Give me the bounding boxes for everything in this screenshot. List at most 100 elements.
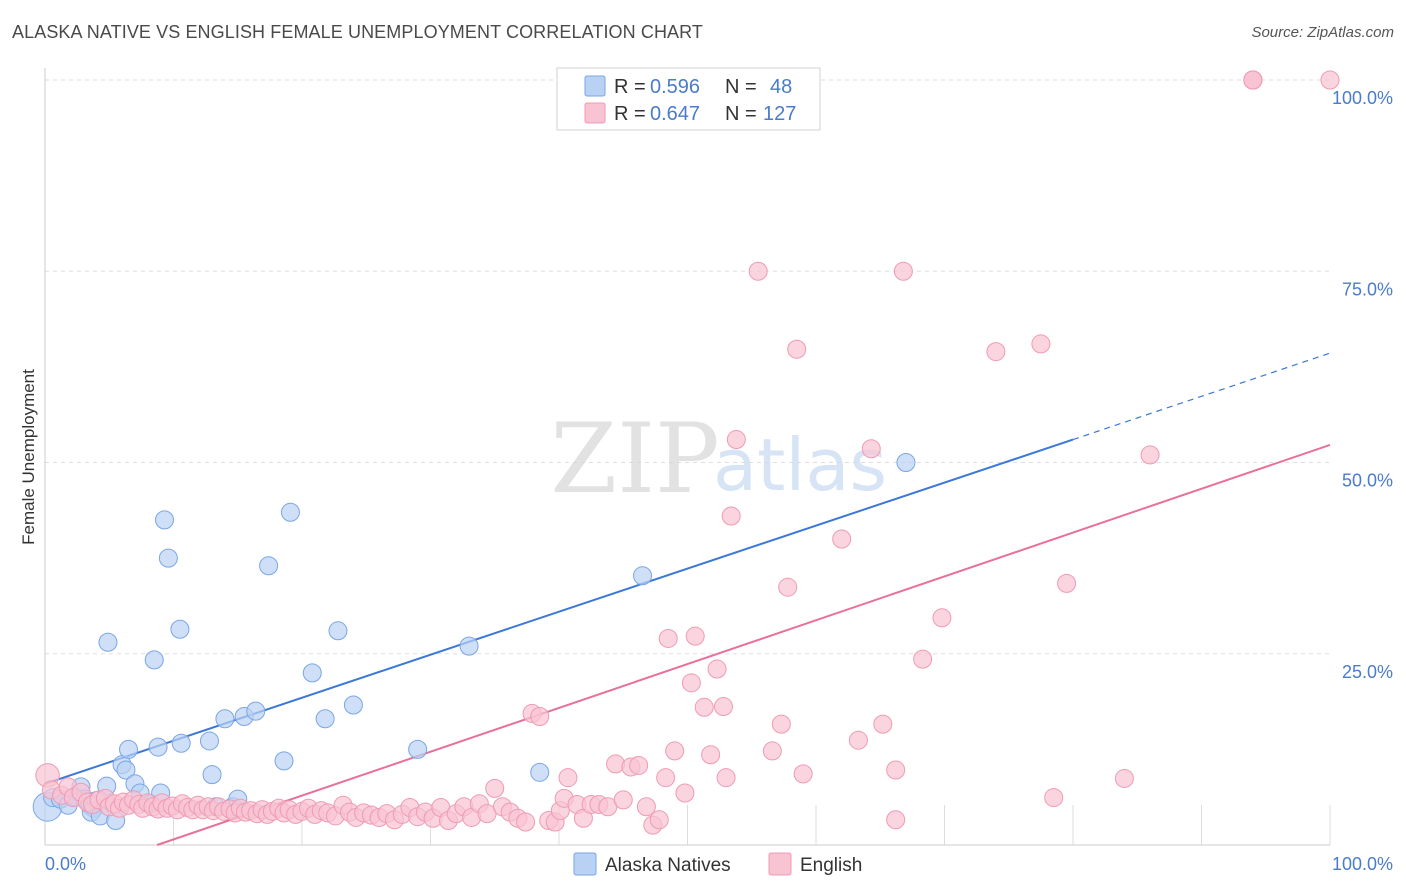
point-english [861, 439, 881, 459]
point-english [694, 697, 714, 717]
point-english [886, 810, 906, 830]
legend-n-label: N = [725, 103, 757, 125]
point-english [762, 741, 782, 761]
point-alaska-natives [155, 510, 175, 530]
point-english [716, 768, 736, 788]
point-alaska-natives [343, 695, 363, 715]
point-english [771, 714, 791, 734]
point-english [613, 790, 633, 810]
point-english [848, 730, 868, 750]
trend-line-alaska-natives [44, 438, 1074, 785]
point-alaska-natives [259, 556, 279, 576]
y-axis-label: Female Unemployment [19, 369, 38, 545]
legend-swatch-alaska-natives [584, 75, 606, 97]
point-english [558, 768, 578, 788]
trend-line-extension-alaska-natives [1072, 352, 1331, 441]
point-alaska-natives [459, 636, 479, 656]
point-alaska-natives [199, 731, 219, 751]
x-tick-label: 0.0% [45, 854, 86, 874]
point-english [778, 577, 798, 597]
point-english [675, 783, 695, 803]
point-alaska-natives [170, 619, 190, 639]
point-alaska-natives [144, 650, 164, 670]
point-alaska-natives [98, 632, 118, 652]
bottom-legend-label-english: English [800, 855, 862, 876]
point-english [1031, 334, 1051, 354]
point-alaska-natives [633, 566, 653, 586]
legend-r-label: R = [614, 103, 646, 125]
point-english [516, 812, 536, 832]
trend-line-english [156, 443, 1331, 846]
legend-r-value: 0.596 [650, 76, 700, 98]
point-english [713, 697, 733, 717]
point-alaska-natives [328, 621, 348, 641]
point-english [530, 706, 550, 726]
point-english [636, 797, 656, 817]
legend-r-value: 0.647 [650, 103, 700, 125]
point-english [1044, 788, 1064, 808]
legend-n-label: N = [725, 76, 757, 98]
point-alaska-natives [896, 453, 916, 472]
y-tick-label: 25.0% [1342, 662, 1393, 682]
point-english [1057, 573, 1077, 593]
point-alaska-natives [116, 760, 136, 780]
point-english [1320, 70, 1340, 90]
y-tick-label: 100.0% [1332, 88, 1393, 108]
point-alaska-natives [280, 502, 300, 522]
point-english [932, 608, 952, 628]
scatter-points [32, 70, 1340, 835]
point-alaska-natives [202, 765, 222, 785]
point-english [893, 261, 913, 281]
legend-r-label: R = [614, 76, 646, 98]
point-alaska-natives [274, 751, 294, 771]
point-alaska-natives [215, 709, 235, 729]
axes: 25.0% 50.0% 75.0% 100.0% 0.0% 100.0% [44, 68, 1393, 874]
point-english [1114, 768, 1134, 788]
y-tick-label: 50.0% [1342, 471, 1393, 491]
point-english [685, 626, 705, 646]
point-english [986, 342, 1006, 362]
trend-lines [44, 352, 1331, 846]
point-english [485, 778, 505, 798]
point-english [649, 810, 669, 830]
legend-box: R = 0.596 N = 48 R = 0.647 N = 127 [556, 67, 821, 131]
point-english [656, 768, 676, 788]
x-tick-label: 100.0% [1332, 854, 1393, 874]
point-english [726, 430, 746, 450]
point-english [629, 755, 649, 775]
point-alaska-natives [302, 663, 322, 683]
point-english [681, 673, 701, 693]
point-english [873, 714, 893, 734]
y-tick-label: 75.0% [1342, 279, 1393, 299]
point-english [1140, 445, 1160, 465]
point-english [665, 741, 685, 761]
point-english [658, 628, 678, 648]
chart-source: Source: ZipAtlas.com [1251, 24, 1394, 41]
chart-title: ALASKA NATIVE VS ENGLISH FEMALE UNEMPLOY… [12, 22, 704, 42]
point-english [707, 659, 727, 679]
legend-n-value: 127 [763, 103, 796, 125]
bottom-legend-swatch-alaska-natives [573, 852, 597, 876]
bottom-legend-label-alaska-natives: Alaska Natives [605, 855, 731, 876]
legend-n-value: 48 [770, 76, 792, 98]
point-english [721, 506, 741, 526]
point-english [793, 764, 813, 784]
point-alaska-natives [119, 739, 139, 759]
point-english [913, 649, 933, 669]
bottom-legend: Alaska Natives English [573, 852, 862, 876]
watermark-zip: ZIP [550, 403, 719, 515]
point-alaska-natives [530, 762, 550, 782]
point-english [886, 760, 906, 780]
point-english [832, 529, 852, 549]
legend-swatch-english [584, 102, 606, 124]
point-alaska-natives [246, 701, 266, 721]
point-english [701, 745, 721, 765]
point-alaska-natives [158, 548, 178, 568]
point-alaska-natives [148, 737, 168, 757]
point-english [787, 339, 807, 359]
point-alaska-natives [171, 733, 191, 753]
point-english [1243, 70, 1263, 90]
bottom-legend-swatch-english [768, 852, 792, 876]
point-english [748, 261, 768, 281]
